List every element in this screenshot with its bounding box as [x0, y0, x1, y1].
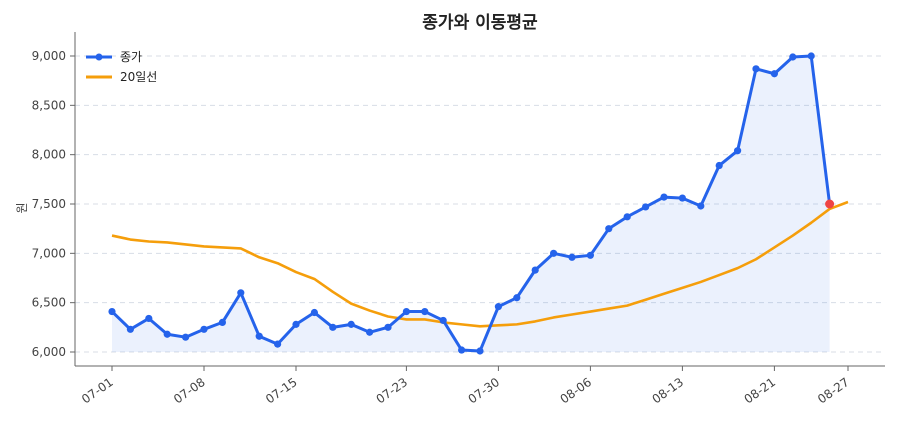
close-point	[770, 70, 779, 78]
close-point	[605, 225, 613, 233]
y-tick-label: 7,000	[32, 246, 66, 260]
x-tick-label: 07-23	[374, 375, 411, 406]
close-point	[678, 194, 687, 202]
x-tick-label: 08-27	[815, 375, 852, 406]
close-point	[513, 294, 521, 302]
close-point	[623, 213, 631, 221]
x-tick-label: 07-01	[79, 375, 116, 406]
close-area	[112, 56, 830, 352]
close-point	[752, 65, 760, 73]
y-tick-label: 6,000	[32, 345, 66, 359]
series-line-close	[110, 54, 832, 353]
close-point	[274, 340, 282, 348]
close-point	[531, 266, 539, 274]
y-tick-label: 8,000	[32, 148, 66, 162]
x-tick-label: 08-21	[742, 375, 779, 406]
close-point	[126, 325, 134, 333]
area-fill	[112, 56, 830, 352]
close-point	[734, 147, 742, 155]
y-tick-label: 7,500	[32, 197, 66, 211]
close-point	[642, 203, 650, 211]
close-point	[476, 347, 484, 355]
close-point	[218, 318, 226, 326]
close-point	[237, 289, 245, 297]
close-point	[384, 323, 392, 331]
close-point	[182, 333, 190, 341]
legend-label-ma20: 20일선	[120, 70, 157, 84]
series-lines	[110, 54, 849, 353]
close-point	[586, 251, 595, 259]
legend-label-close: 종가	[120, 50, 142, 64]
close-point	[568, 253, 576, 261]
y-axis-label: 원	[15, 202, 29, 213]
close-point	[292, 320, 300, 328]
close-point	[347, 320, 355, 328]
close-point	[550, 249, 558, 257]
y-tick-label: 6,500	[32, 296, 66, 310]
close-point	[660, 193, 668, 201]
close-point	[421, 307, 429, 316]
close-point	[402, 307, 410, 316]
y-tick-label: 8,500	[32, 98, 66, 112]
x-tick-label: 08-13	[650, 375, 687, 406]
x-tick-label: 07-15	[263, 375, 300, 406]
close-point	[789, 53, 797, 61]
close-point	[310, 308, 318, 317]
close-point	[439, 316, 447, 325]
legend-marker-close	[95, 53, 103, 61]
grid	[75, 55, 885, 353]
close-point	[458, 346, 466, 354]
close-point	[697, 202, 705, 210]
x-tick-label: 08-06	[558, 375, 595, 406]
close-point	[494, 303, 502, 311]
y-tick-label: 9,000	[32, 49, 66, 63]
close-point	[200, 325, 208, 333]
close-point	[145, 314, 153, 323]
last-close-point	[825, 199, 835, 209]
close-point	[329, 323, 337, 331]
close-point	[366, 328, 374, 336]
series-line-ma20	[111, 200, 849, 328]
close-point	[715, 161, 723, 170]
close-point	[807, 52, 815, 60]
legend: 종가 20일선	[86, 50, 157, 84]
close-point	[163, 330, 171, 338]
chart-title: 종가와 이동평균	[422, 13, 538, 33]
x-tick-label: 07-30	[466, 375, 503, 406]
x-tick-label: 07-08	[171, 375, 208, 406]
close-point	[108, 307, 116, 316]
close-point	[255, 332, 263, 340]
series-points	[108, 52, 835, 355]
